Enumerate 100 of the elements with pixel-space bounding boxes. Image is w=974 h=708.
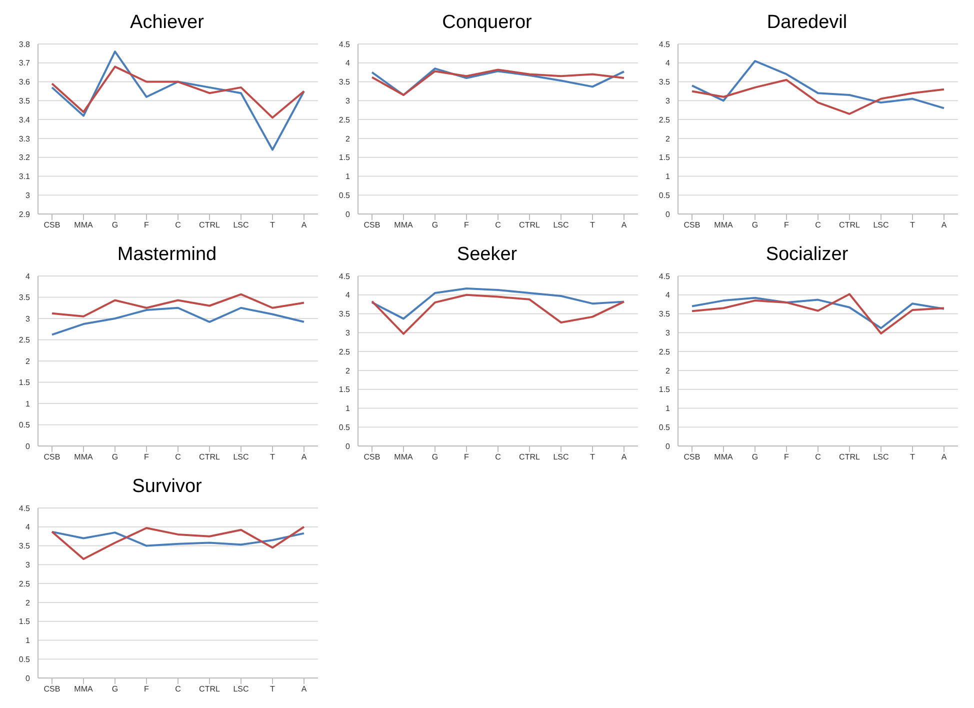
y-tick-label: 3 xyxy=(26,190,31,200)
chart-title: Achiever xyxy=(129,11,205,35)
y-tick-label: 1 xyxy=(26,636,31,646)
y-tick-label: 1 xyxy=(26,399,31,408)
y-tick-label: 2.5 xyxy=(658,347,671,356)
y-tick-label: 4.5 xyxy=(338,272,351,281)
x-tick-label: LSC xyxy=(233,220,250,230)
y-tick-label: 3.2 xyxy=(18,153,31,162)
y-tick-label: 3.8 xyxy=(18,40,31,49)
x-tick-label: G xyxy=(752,452,758,462)
x-tick-label: G xyxy=(432,452,438,462)
y-tick-label: 3.5 xyxy=(658,78,671,87)
x-tick-label: G xyxy=(112,684,118,694)
x-tick-label: LSC xyxy=(553,220,570,230)
y-tick-label: 4.5 xyxy=(658,272,671,281)
x-tick-label: CTRL xyxy=(839,452,860,462)
chart-title: Mastermind xyxy=(116,243,218,267)
y-tick-label: 1.5 xyxy=(338,153,351,162)
line-series xyxy=(51,66,305,119)
x-tick-label: CSB xyxy=(44,684,60,694)
y-tick-label: 0.5 xyxy=(18,420,31,430)
x-tick-label: A xyxy=(301,684,308,694)
y-tick-label: 3 xyxy=(26,560,31,570)
x-tick-label: F xyxy=(144,684,150,694)
y-tick-label: 0 xyxy=(666,442,671,451)
x-tick-label: T xyxy=(910,220,916,230)
y-tick-label: 4 xyxy=(666,58,671,68)
y-tick-label: 2 xyxy=(26,356,31,366)
x-tick-label: G xyxy=(432,220,438,230)
chart-title: Daredevil xyxy=(766,11,848,35)
y-tick-label: 0.5 xyxy=(338,190,351,200)
y-tick-label: 4 xyxy=(26,272,31,281)
x-tick-label: T xyxy=(270,452,276,462)
chart-title: Socializer xyxy=(764,243,850,267)
x-tick-label: LSC xyxy=(233,452,250,462)
x-tick-label: T xyxy=(590,220,596,230)
x-tick-label: A xyxy=(621,452,628,462)
x-tick-label: T xyxy=(590,452,596,462)
x-tick-label: F xyxy=(144,220,150,230)
x-tick-label: CTRL xyxy=(519,452,540,462)
y-tick-label: 3 xyxy=(666,328,671,338)
y-tick-label: 3.6 xyxy=(18,78,31,87)
x-tick-label: C xyxy=(495,452,502,462)
x-tick-label: F xyxy=(144,452,150,462)
y-tick-label: 2.5 xyxy=(338,115,351,124)
x-tick-label: LSC xyxy=(553,452,570,462)
y-tick-label: 1.5 xyxy=(658,385,671,394)
y-tick-label: 2 xyxy=(666,134,671,144)
x-tick-label: C xyxy=(815,452,822,462)
x-tick-label: A xyxy=(301,220,308,230)
y-tick-label: 1 xyxy=(666,404,671,414)
x-tick-label: CTRL xyxy=(199,220,220,230)
line-series xyxy=(691,78,945,115)
y-tick-label: 4 xyxy=(666,290,671,300)
y-tick-label: 1.5 xyxy=(18,617,31,626)
y-tick-label: 3.7 xyxy=(18,58,31,68)
y-tick-label: 0 xyxy=(26,674,31,683)
y-tick-label: 0.5 xyxy=(658,422,671,432)
x-tick-label: CSB xyxy=(684,220,700,230)
line-series xyxy=(51,306,305,336)
line-series xyxy=(691,60,945,110)
y-tick-label: 3 xyxy=(346,328,351,338)
x-tick-label: CTRL xyxy=(199,684,220,694)
y-tick-label: 1.5 xyxy=(18,378,31,388)
x-tick-label: F xyxy=(464,452,470,462)
x-tick-label: C xyxy=(175,452,182,462)
x-tick-label: CSB xyxy=(684,452,700,462)
y-tick-label: 2 xyxy=(26,598,31,608)
line-series xyxy=(51,530,305,547)
y-tick-label: 4 xyxy=(26,522,31,532)
y-tick-label: 4 xyxy=(346,290,351,300)
y-tick-label: 3.5 xyxy=(658,310,671,319)
x-tick-label: T xyxy=(270,684,276,694)
x-tick-label: T xyxy=(910,452,916,462)
y-tick-label: 1 xyxy=(346,404,351,414)
y-tick-label: 1.5 xyxy=(658,153,671,162)
x-tick-label: CTRL xyxy=(199,452,220,462)
x-tick-label: T xyxy=(270,220,276,230)
y-tick-label: 4.5 xyxy=(338,40,351,49)
x-tick-label: MMA xyxy=(714,452,734,462)
x-tick-label: LSC xyxy=(233,684,250,694)
x-tick-label: MMA xyxy=(74,452,94,462)
x-tick-label: LSC xyxy=(873,452,890,462)
x-tick-label: CTRL xyxy=(839,220,860,230)
y-tick-label: 3 xyxy=(346,96,351,106)
x-tick-label: G xyxy=(112,452,118,462)
y-tick-label: 3.5 xyxy=(338,78,351,87)
y-tick-label: 4 xyxy=(346,58,351,68)
y-tick-label: 3.5 xyxy=(18,293,31,302)
x-tick-label: A xyxy=(941,220,948,230)
y-tick-label: 2.9 xyxy=(18,210,31,219)
y-tick-label: 2.5 xyxy=(18,336,31,345)
y-tick-label: 1 xyxy=(346,172,351,182)
y-tick-label: 2 xyxy=(346,134,351,144)
x-tick-label: A xyxy=(301,452,308,462)
y-tick-label: 3.5 xyxy=(18,542,31,551)
y-tick-label: 3.5 xyxy=(18,96,31,106)
chart-title: Survivor xyxy=(131,475,203,499)
x-tick-label: C xyxy=(175,684,182,694)
x-tick-label: C xyxy=(175,220,182,230)
